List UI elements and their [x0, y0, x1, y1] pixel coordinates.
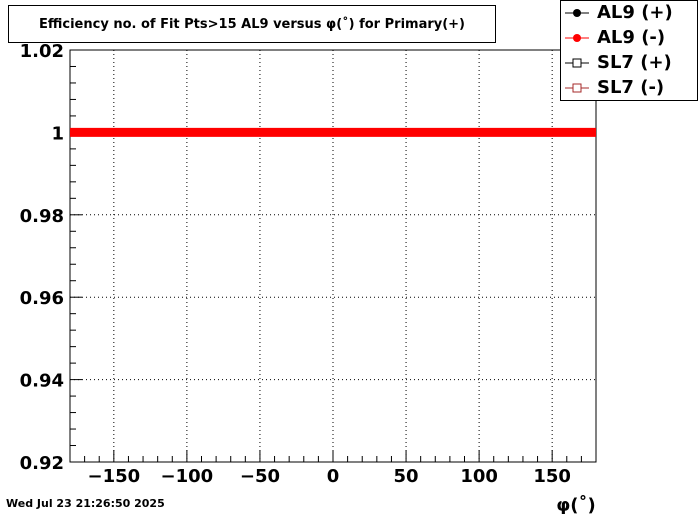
x-tick-label: −100: [161, 466, 214, 487]
legend-label: SL7 (-): [597, 77, 665, 98]
grid-lines: [70, 50, 596, 462]
x-tick-label: −150: [88, 466, 141, 487]
tick-labels: −150 −100 −50 0 50 100 150 0.92 0.94 0.96 0.98 1 1.0…: [20, 41, 571, 487]
legend-item-sl7-plus: SL7 (+): [561, 51, 699, 76]
y-tick-label: 0.92: [20, 453, 64, 474]
legend-label: SL7 (+): [597, 52, 672, 73]
legend-item-al9-plus: AL9 (+): [561, 1, 699, 26]
legend-label: AL9 (+): [597, 2, 673, 23]
x-tick-label: 100: [460, 466, 498, 487]
y-tick-label: 1.02: [20, 41, 64, 62]
x-tick-label: 0: [327, 466, 340, 487]
y-tick-label: 0.94: [20, 371, 64, 392]
y-tick-label: 0.98: [20, 206, 64, 227]
legend: AL9 (+) AL9 (-) SL7 (+) SL7 (-): [560, 0, 698, 101]
y-tick-label: 0.96: [20, 288, 64, 309]
filled-circle-icon: [565, 34, 589, 42]
open-square-icon: [565, 58, 589, 68]
x-tick-label: 150: [533, 466, 571, 487]
chart-title: Efficiency no. of Fit Pts>15 AL9 versus …: [8, 5, 496, 43]
timestamp: Wed Jul 23 21:26:50 2025: [6, 497, 165, 510]
axis-ticks: [70, 49, 582, 463]
plot-frame: [69, 49, 597, 463]
x-tick-label: 50: [394, 466, 419, 487]
legend-item-sl7-minus: SL7 (-): [561, 76, 699, 101]
x-axis-label: φ(˚): [556, 494, 596, 514]
chart-title-text: Efficiency no. of Fit Pts>15 AL9 versus …: [39, 16, 465, 32]
legend-label: AL9 (-): [597, 27, 666, 48]
x-tick-label: −50: [240, 466, 280, 487]
filled-circle-icon: [565, 9, 589, 17]
open-square-icon: [565, 83, 589, 93]
y-tick-label: 1: [51, 123, 64, 144]
legend-item-al9-minus: AL9 (-): [561, 26, 699, 51]
